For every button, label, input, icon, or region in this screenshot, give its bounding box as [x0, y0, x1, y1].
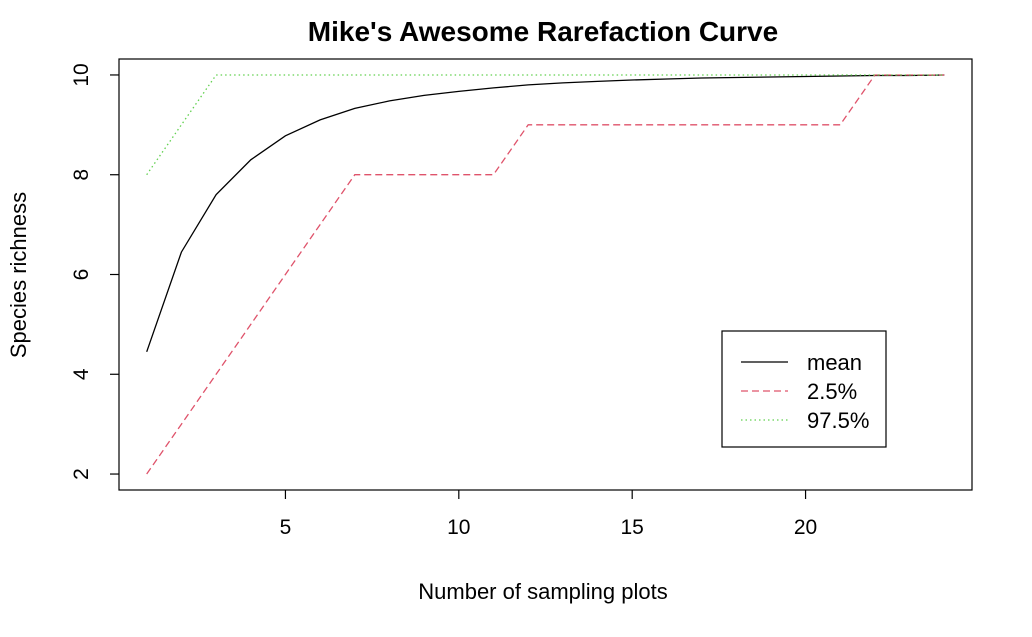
- x-tick-label: 20: [794, 516, 817, 539]
- x-tick-label: 5: [280, 516, 292, 539]
- y-tick-label: 10: [70, 63, 93, 86]
- series-line-3: [146, 74, 945, 176]
- legend-label-3: 97.5%: [807, 408, 869, 433]
- y-axis-label: Species richness: [6, 192, 31, 358]
- legend-label-2: 2.5%: [807, 379, 857, 404]
- x-tick-label: 15: [621, 516, 644, 539]
- chart-title: Mike's Awesome Rarefaction Curve: [308, 16, 778, 47]
- legend-label-1: mean: [807, 350, 862, 375]
- series-line-2: [146, 74, 945, 475]
- y-tick-label: 2: [70, 468, 93, 480]
- y-tick-label: 6: [70, 269, 93, 281]
- plot-area: [146, 74, 945, 475]
- y-tick-label: 4: [70, 368, 93, 380]
- x-tick-label: 10: [447, 516, 470, 539]
- legend: mean 2.5% 97.5%: [721, 330, 887, 448]
- series-line-1: [146, 74, 945, 353]
- x-axis-label: Number of sampling plots: [418, 579, 667, 604]
- axes: 5 10 15 20 2 4 6 8 10: [70, 58, 973, 539]
- y-tick-label: 8: [70, 169, 93, 181]
- legend-box: [721, 330, 887, 448]
